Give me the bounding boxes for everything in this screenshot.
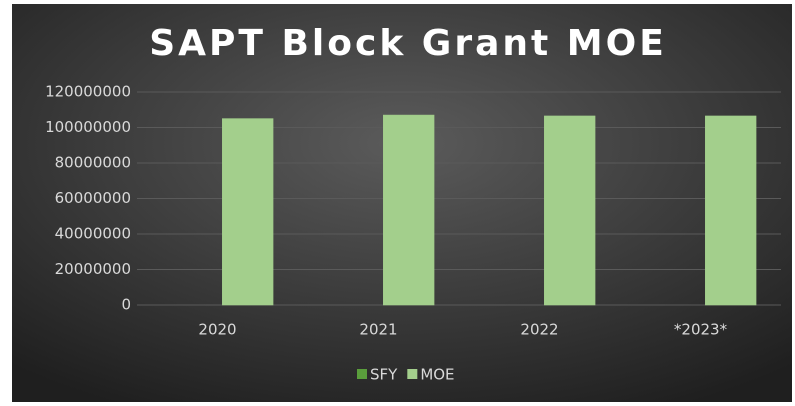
x-tick-label: *2023* xyxy=(674,321,728,339)
x-tick-label: 2020 xyxy=(198,321,236,339)
bar xyxy=(544,115,596,306)
bar xyxy=(383,114,435,306)
bar xyxy=(222,118,274,306)
legend-label: MOE xyxy=(420,366,454,384)
y-tick-label: 120000000 xyxy=(45,83,131,101)
bar xyxy=(705,115,757,306)
y-tick-label: 80000000 xyxy=(55,154,131,172)
legend-label: SFY xyxy=(370,366,398,384)
y-tick-label: 100000000 xyxy=(45,118,131,136)
legend-swatch xyxy=(357,369,367,379)
x-tick-label: 2022 xyxy=(520,321,558,339)
x-tick-label: 2021 xyxy=(359,321,397,339)
y-tick-label: 60000000 xyxy=(55,189,131,207)
y-tick-label: 40000000 xyxy=(55,225,131,243)
y-tick-label: 20000000 xyxy=(55,260,131,278)
y-tick-label: 0 xyxy=(121,296,131,314)
chart-title: SAPT Block Grant MOE xyxy=(149,23,667,64)
legend-swatch xyxy=(407,369,418,379)
